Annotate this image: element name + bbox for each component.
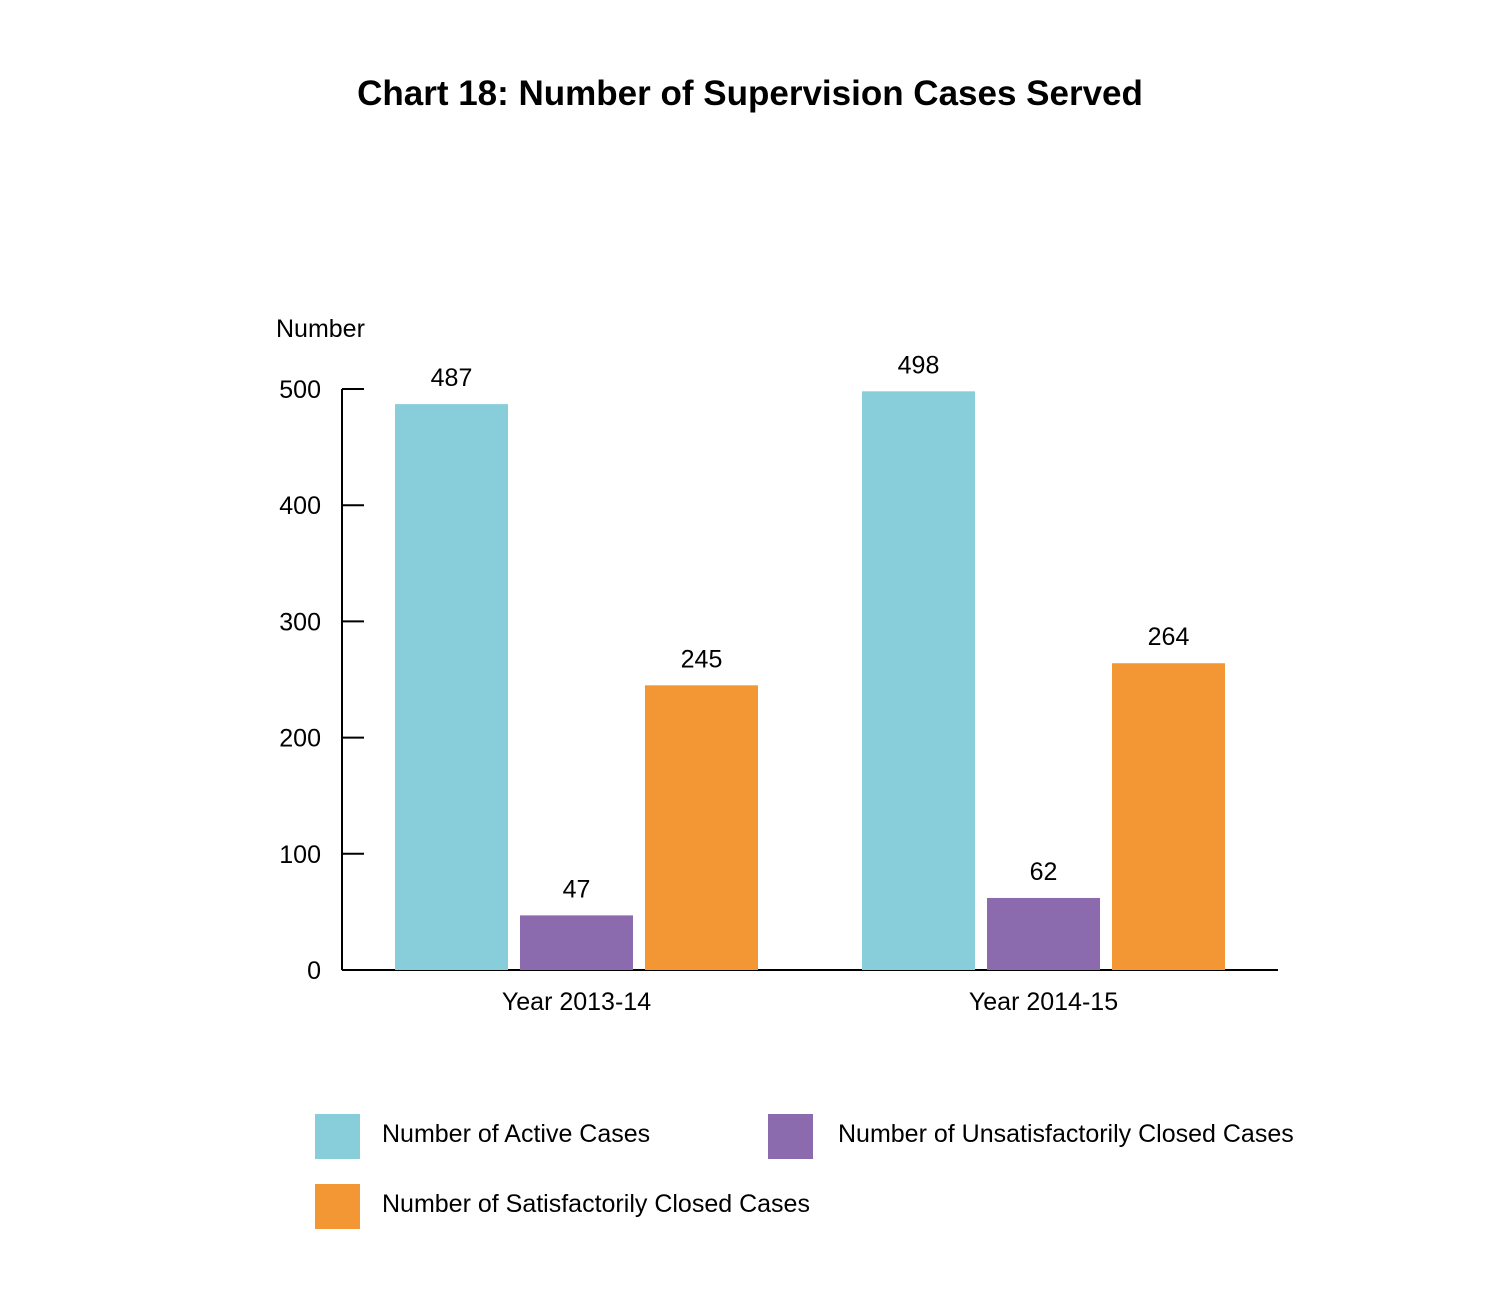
data-labels: 487 47 245 498 62 264: [431, 351, 1190, 903]
bars: [395, 391, 1225, 971]
legend-swatch-number-of-satisfactorily-closed-cases: [315, 1184, 360, 1229]
y-tick-label-0: 0: [307, 957, 321, 985]
chart-title: Chart 18: Number of Supervision Cases Se…: [357, 74, 1143, 113]
y-tick-label-500: 500: [279, 376, 321, 404]
data-label-number-of-active-cases-year-2014-15: 498: [898, 351, 940, 379]
legend: Number of Active Cases Number of Unsatisf…: [315, 1114, 1294, 1229]
bar-number-of-unsatisfactorily-closed-cases-year-2013-14: [520, 915, 633, 970]
y-tick-label-100: 100: [279, 841, 321, 869]
legend-label-number-of-unsatisfactorily-closed-cases: Number of Unsatisfactorily Closed Cases: [838, 1120, 1294, 1148]
x-tick-label-year-2014-15: Year 2014-15: [969, 988, 1118, 1016]
data-label-number-of-unsatisfactorily-closed-cases-year-2014-15: 62: [1030, 858, 1058, 886]
bar-number-of-active-cases-year-2013-14: [395, 404, 508, 971]
bar-number-of-satisfactorily-closed-cases-year-2013-14: [645, 685, 758, 970]
bar-number-of-unsatisfactorily-closed-cases-year-2014-15: [987, 897, 1100, 970]
bar-number-of-satisfactorily-closed-cases-year-2014-15: [1112, 663, 1225, 970]
y-tick-label-400: 400: [279, 492, 321, 520]
x-tick-label-year-2013-14: Year 2013-14: [502, 988, 651, 1016]
y-axis-label: Number: [276, 315, 365, 343]
legend-swatch-number-of-active-cases: [315, 1114, 360, 1159]
data-label-number-of-active-cases-year-2013-14: 487: [431, 364, 473, 392]
legend-label-number-of-satisfactorily-closed-cases: Number of Satisfactorily Closed Cases: [382, 1190, 810, 1218]
y-tick-label-300: 300: [279, 608, 321, 636]
legend-label-number-of-active-cases: Number of Active Cases: [382, 1120, 650, 1148]
data-label-number-of-satisfactorily-closed-cases-year-2014-15: 264: [1148, 623, 1190, 651]
data-label-number-of-unsatisfactorily-closed-cases-year-2013-14: 47: [563, 875, 591, 903]
bar-number-of-active-cases-year-2014-15: [862, 391, 975, 971]
legend-swatch-number-of-unsatisfactorily-closed-cases: [768, 1114, 813, 1159]
axes: 0 100 200 300 400 500 Year 2013-14 Year 2014-15: [279, 376, 1278, 1016]
y-tick-label-200: 200: [279, 725, 321, 753]
data-label-number-of-satisfactorily-closed-cases-year-2013-14: 245: [681, 645, 723, 673]
